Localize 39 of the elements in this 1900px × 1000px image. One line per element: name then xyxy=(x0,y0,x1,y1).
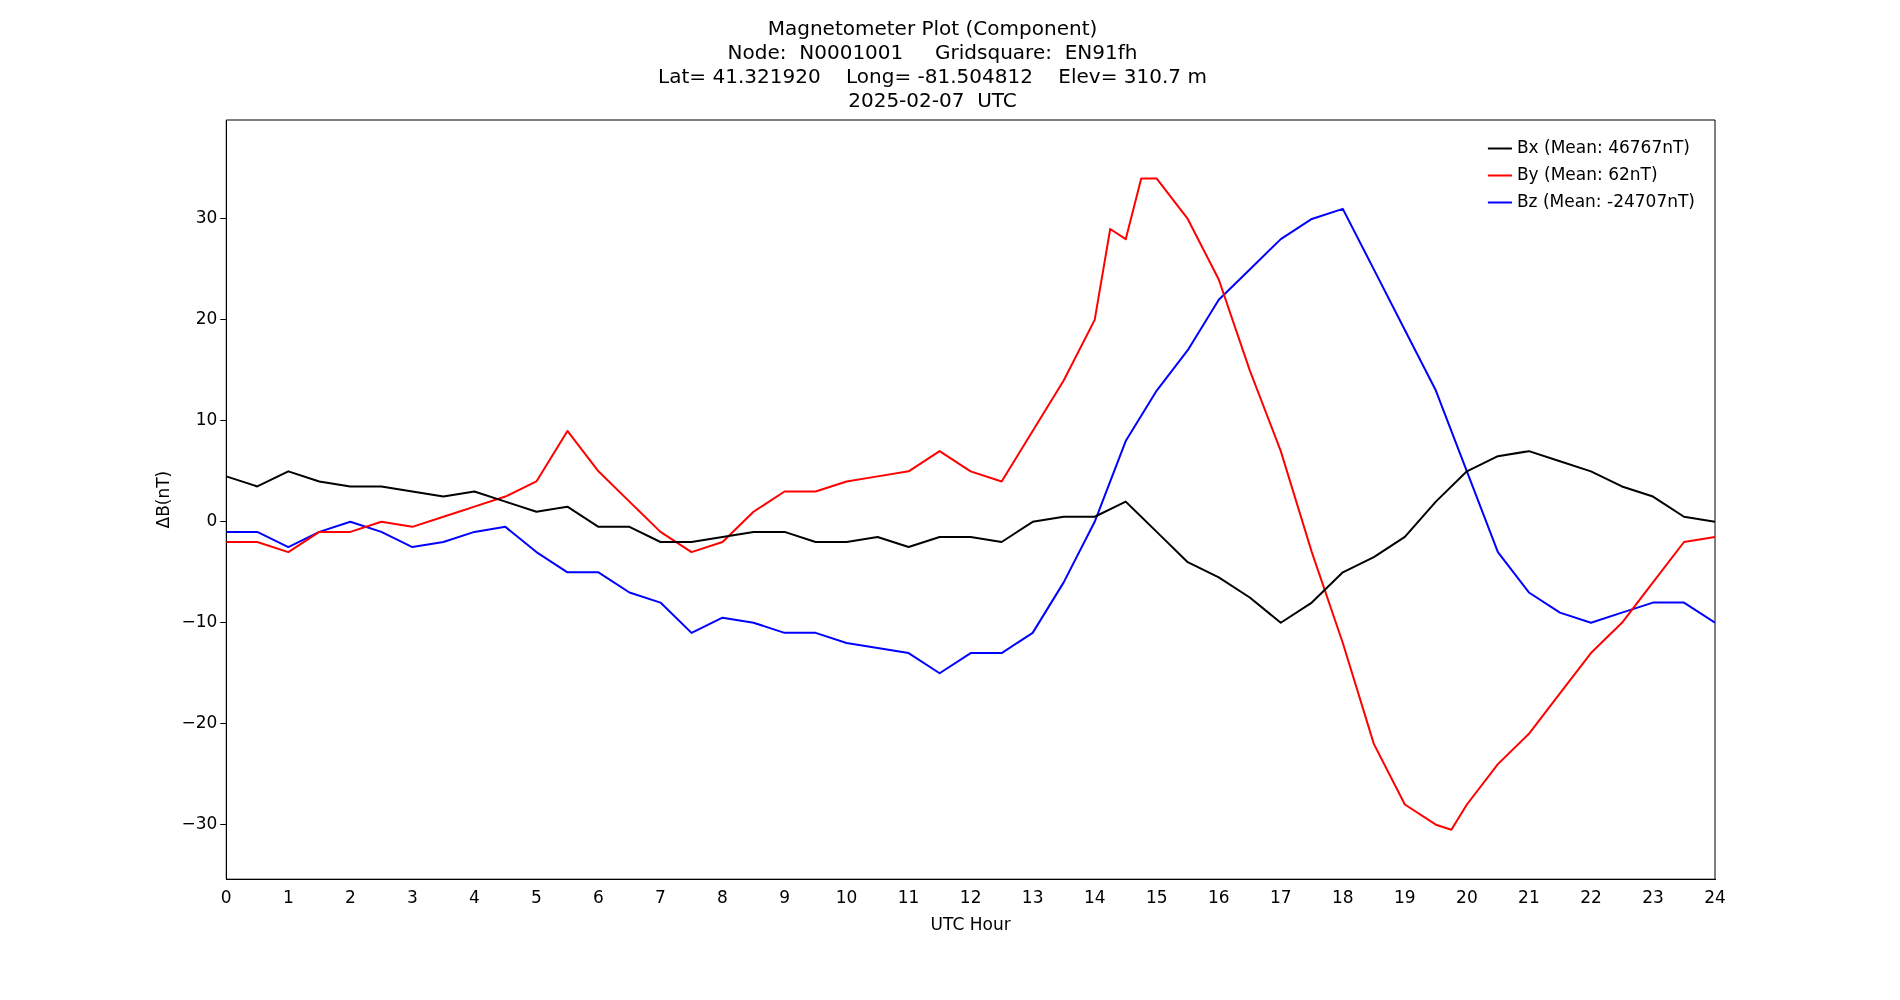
x-tick-label: 17 xyxy=(1269,886,1292,907)
y-tick-label: −30 xyxy=(181,813,218,834)
x-tick-label: 10 xyxy=(835,886,858,907)
x-tick-label: 2 xyxy=(344,886,356,907)
x-tick-label: 8 xyxy=(717,886,728,907)
chart-title: Magnetometer Plot (Component) xyxy=(767,16,1098,41)
y-axis-title: ΔB(nT) xyxy=(152,470,173,529)
x-tick-label: 19 xyxy=(1394,886,1416,907)
x-tick-label: 12 xyxy=(959,886,982,907)
x-tick-label: 1 xyxy=(282,886,294,907)
x-tick-label: 0 xyxy=(220,886,232,907)
y-tick-label: −20 xyxy=(181,712,218,733)
chart-subtitle: Node: N0001001 Gridsquare: EN91fh Lat= 41.321920 Long= -81.504812 Elev= 310.7 m 2025-02-07 UTC xyxy=(658,40,1207,113)
x-tick-label: 21 xyxy=(1518,886,1540,907)
x-tick-label: 9 xyxy=(779,886,790,907)
legend-label: Bz (Mean: -24707nT) xyxy=(1516,190,1695,211)
x-tick-label: 11 xyxy=(897,886,920,907)
x-tick-label: 13 xyxy=(1021,886,1044,907)
x-tick-label: 5 xyxy=(531,886,542,907)
x-tick-label: 14 xyxy=(1083,886,1106,907)
x-tick-label: 6 xyxy=(593,886,604,907)
x-tick-label: 24 xyxy=(1704,886,1726,907)
y-tick-label: 20 xyxy=(195,308,218,329)
x-axis-title: UTC Hour xyxy=(930,914,1011,935)
y-tick-label: 30 xyxy=(195,207,218,228)
x-tick-label: 16 xyxy=(1207,886,1230,907)
y-tick-label: −10 xyxy=(181,611,218,632)
x-tick-label: 18 xyxy=(1332,886,1354,907)
x-tick-label: 4 xyxy=(468,886,480,907)
y-tick-label: 10 xyxy=(195,409,218,430)
legend-label: By (Mean: 62nT) xyxy=(1516,163,1658,184)
x-tick-label: 7 xyxy=(655,886,666,907)
x-tick-label: 22 xyxy=(1580,886,1602,907)
x-tick-label: 23 xyxy=(1642,886,1664,907)
x-tick-label: 3 xyxy=(406,886,418,907)
x-tick-label: 15 xyxy=(1145,886,1168,907)
legend-label: Bx (Mean: 46767nT) xyxy=(1516,136,1691,157)
x-tick-label: 20 xyxy=(1456,886,1478,907)
y-tick-label: 0 xyxy=(206,510,218,531)
